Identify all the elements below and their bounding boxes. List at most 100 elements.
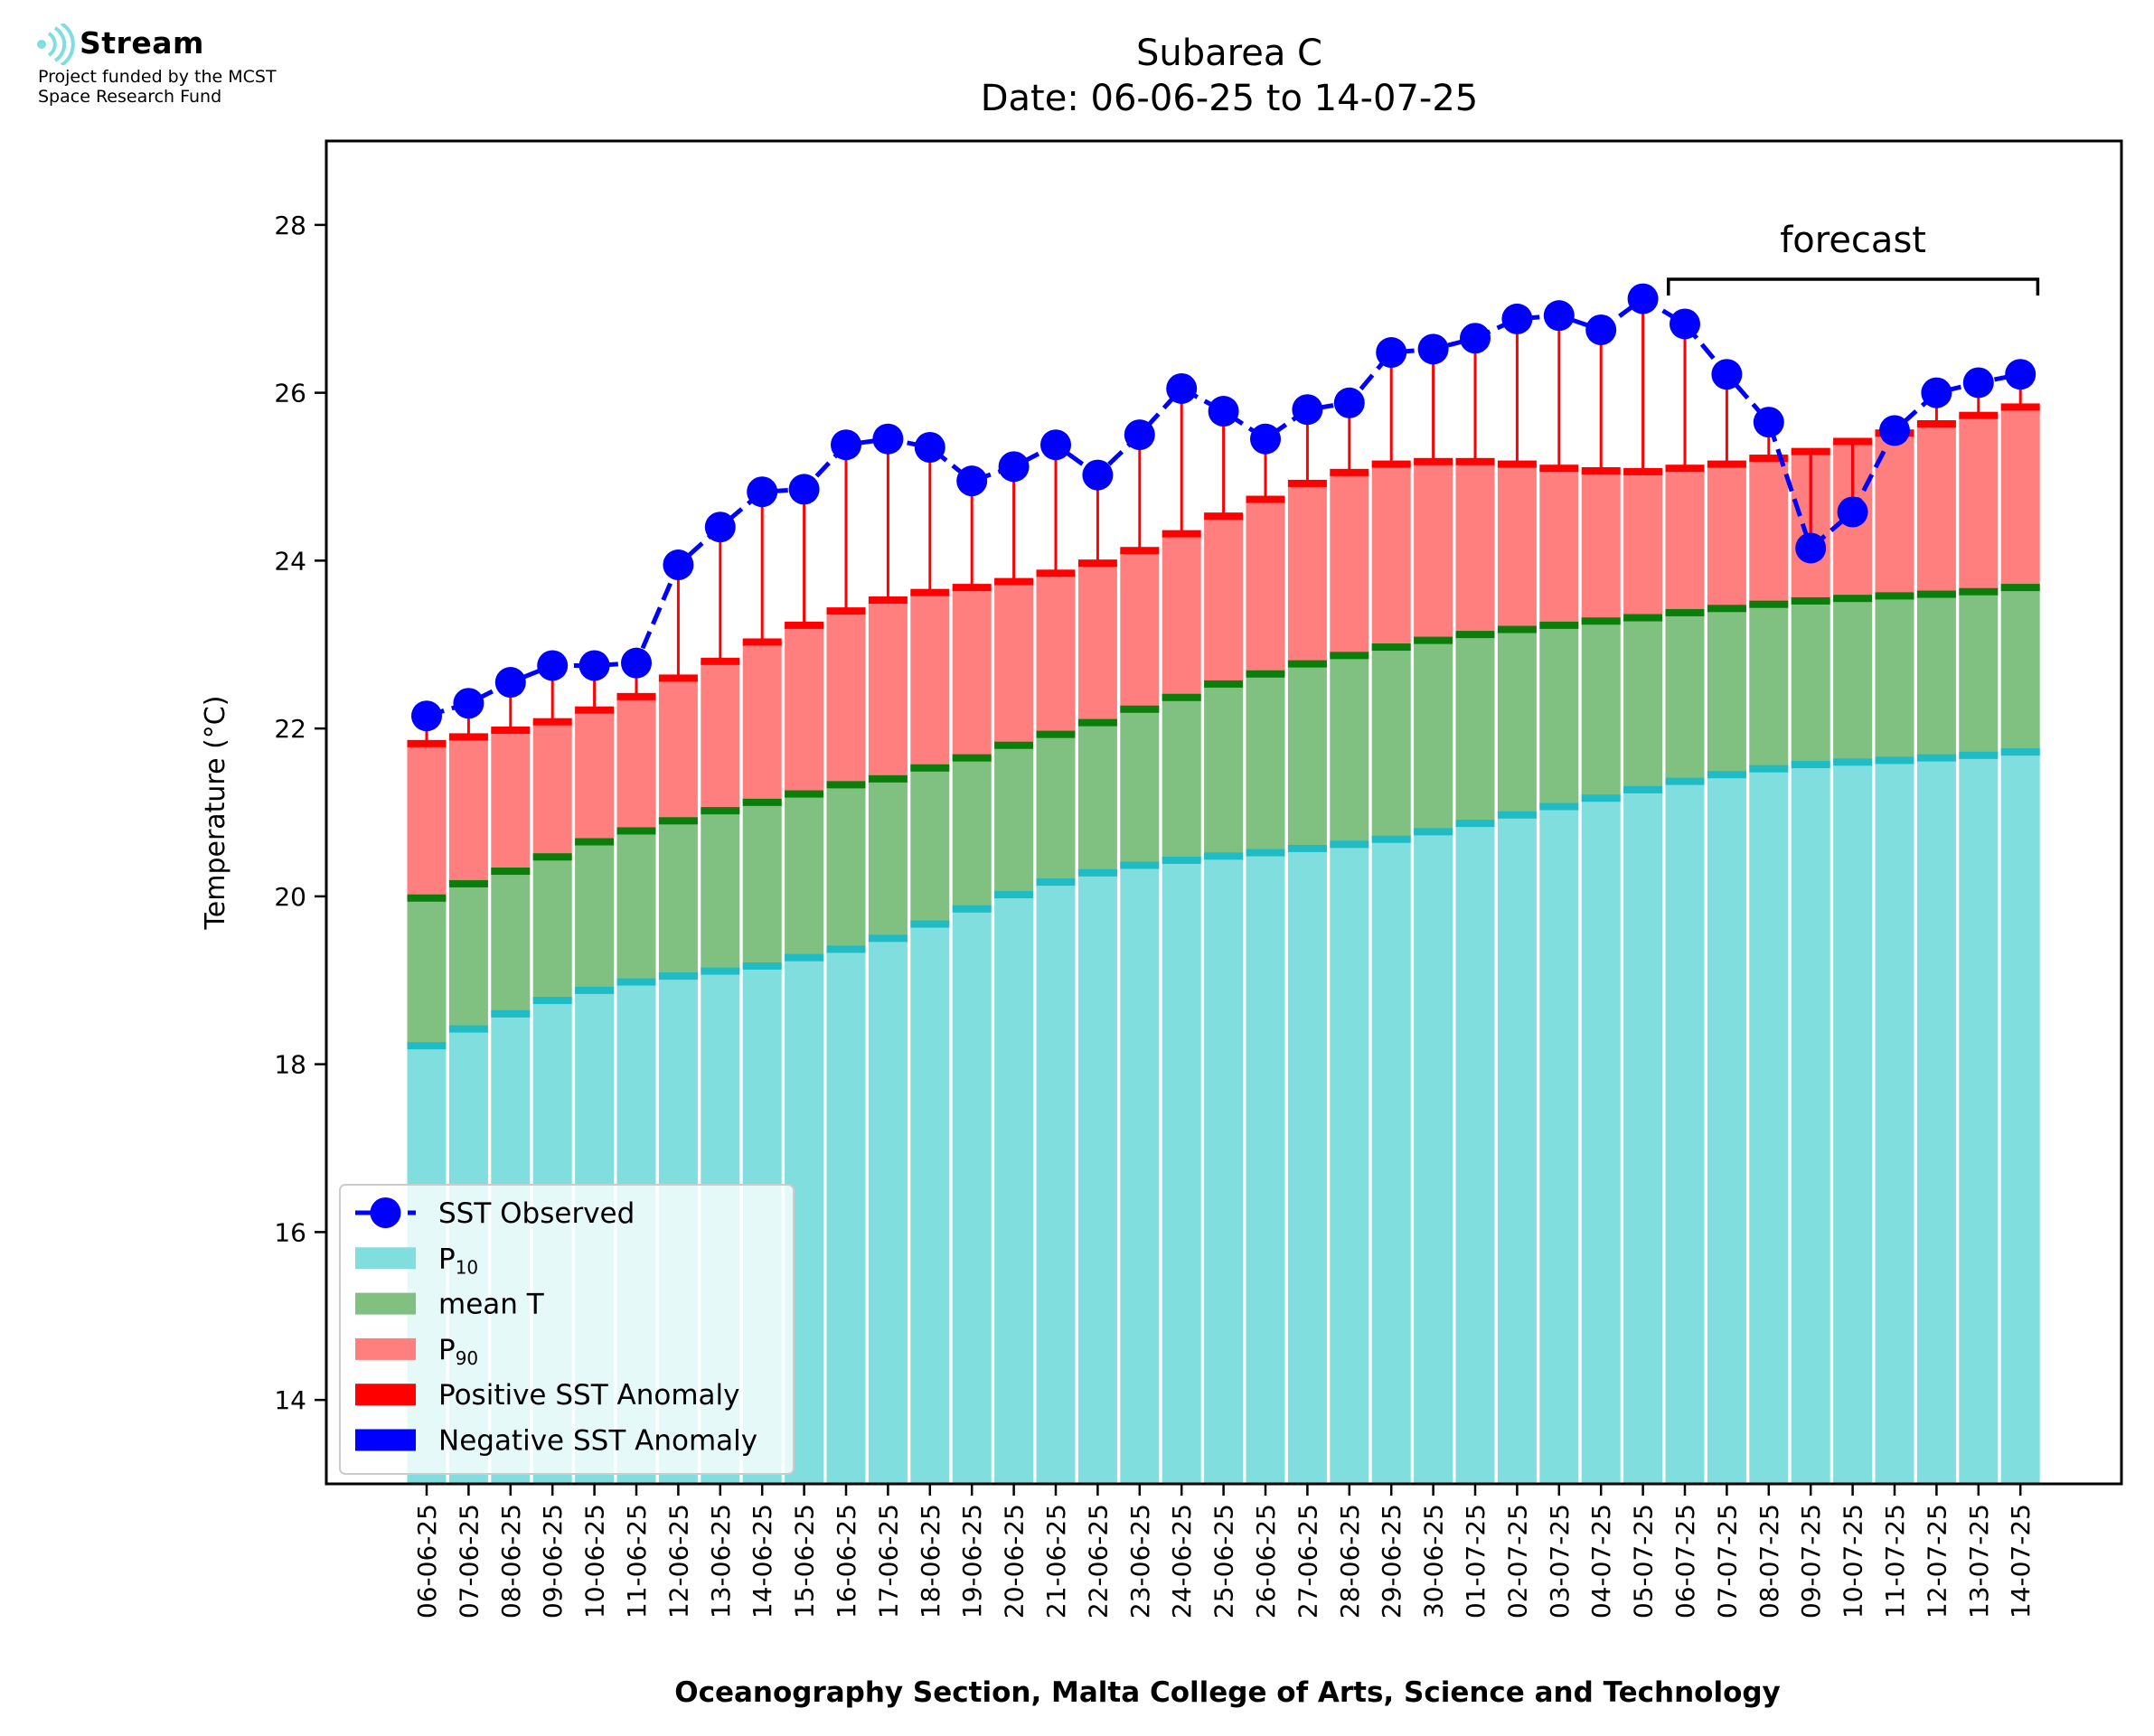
observed-point bbox=[1040, 429, 1071, 461]
bar-mean bbox=[575, 841, 615, 990]
bar-mean-cap bbox=[1036, 730, 1076, 738]
bar-p10 bbox=[1665, 781, 1705, 1484]
bar-p10-cap bbox=[1916, 754, 1956, 762]
bar-p10-cap bbox=[742, 962, 782, 970]
bar-p10 bbox=[1539, 806, 1579, 1484]
bar-p10 bbox=[910, 924, 950, 1484]
bar-mean bbox=[1581, 621, 1621, 799]
bar-p10 bbox=[1077, 872, 1117, 1484]
x-axis: 06-06-25 07-06-25 08-06-25 09-06-25 10-06-25… bbox=[412, 1484, 2036, 1619]
bar-p90 bbox=[1120, 550, 1160, 709]
observed-point bbox=[1753, 407, 1784, 438]
y-tick-label: 28 bbox=[274, 211, 306, 240]
bar-mean-cap bbox=[407, 894, 447, 902]
bar-mean bbox=[952, 757, 992, 909]
x-tick-label: 13-07-25 bbox=[1964, 1504, 1994, 1619]
observed-point bbox=[1082, 459, 1114, 491]
bar-p10-cap bbox=[1371, 835, 1411, 843]
observed-point bbox=[1292, 394, 1323, 426]
x-tick-label: 13-06-25 bbox=[706, 1504, 736, 1619]
bar-p10-cap bbox=[407, 1042, 447, 1050]
bar-p10-cap bbox=[658, 972, 698, 981]
bar-p90 bbox=[826, 611, 866, 785]
x-tick-label: 26-06-25 bbox=[1251, 1504, 1281, 1619]
bar-p90 bbox=[1036, 573, 1076, 735]
bar-p90 bbox=[2000, 407, 2040, 588]
bar-mean-cap bbox=[1414, 636, 1453, 644]
observed-point bbox=[2005, 359, 2036, 390]
bar-p90 bbox=[994, 581, 1034, 746]
legend-swatch bbox=[355, 1292, 416, 1315]
bar-p90 bbox=[1330, 472, 1369, 656]
bar-p10-cap bbox=[1414, 828, 1453, 836]
x-tick-label: 06-06-25 bbox=[412, 1504, 442, 1619]
y-tick-label: 16 bbox=[274, 1217, 306, 1247]
x-tick-label: 10-06-25 bbox=[580, 1504, 610, 1619]
bar-mean-cap bbox=[1162, 693, 1201, 701]
bar-mean bbox=[1707, 608, 1746, 775]
observed-point bbox=[494, 667, 526, 699]
bar-mean-cap bbox=[1539, 621, 1579, 629]
y-axis: 14 16 18 20 22 24 26 28 bbox=[274, 211, 326, 1415]
bar-p90 bbox=[1287, 483, 1327, 664]
bar-p10 bbox=[1455, 823, 1495, 1484]
bar-p90 bbox=[1246, 499, 1285, 674]
bar-mean-cap bbox=[1287, 660, 1327, 668]
bar-p10-cap bbox=[1623, 785, 1663, 793]
observed-point bbox=[872, 423, 904, 455]
x-tick-label: 27-06-25 bbox=[1293, 1504, 1322, 1619]
x-tick-label: 19-06-25 bbox=[957, 1504, 987, 1619]
bar-p10 bbox=[1791, 765, 1830, 1484]
legend-observed-marker bbox=[370, 1197, 401, 1228]
bar-mean bbox=[1959, 591, 1999, 755]
bar-p90 bbox=[1581, 470, 1621, 622]
bar-mean-cap bbox=[826, 781, 866, 789]
bar-p90 bbox=[532, 721, 572, 858]
observed-point bbox=[411, 700, 442, 732]
bar-p10-cap bbox=[1120, 861, 1160, 869]
bar-mean bbox=[701, 811, 740, 971]
observed-point bbox=[1879, 415, 1910, 446]
bar-mean bbox=[1204, 683, 1244, 857]
bar-p10-cap bbox=[952, 905, 992, 913]
chart-title: Subarea C bbox=[1136, 33, 1322, 74]
bar-p10-cap bbox=[1497, 811, 1537, 819]
bar-mean bbox=[1665, 612, 1705, 782]
bar-mean-cap bbox=[1077, 718, 1117, 727]
bar-p10-cap bbox=[491, 1009, 531, 1018]
bar-mean-cap bbox=[1330, 652, 1369, 660]
bar-p10-cap bbox=[1330, 840, 1369, 849]
bar-mean-cap bbox=[491, 868, 531, 876]
x-tick-label: 21-06-25 bbox=[1041, 1504, 1071, 1619]
bar-p10 bbox=[1707, 774, 1746, 1484]
bar-p10 bbox=[1623, 789, 1663, 1484]
bar-p10-cap bbox=[2000, 748, 2040, 756]
x-tick-label: 12-06-25 bbox=[663, 1504, 693, 1619]
legend-box bbox=[339, 1184, 795, 1475]
bar-mean bbox=[1623, 617, 1663, 790]
bar-mean-cap bbox=[868, 774, 908, 783]
observed-point bbox=[914, 431, 945, 463]
x-tick-label: 08-07-25 bbox=[1754, 1504, 1784, 1619]
observed-point bbox=[1711, 359, 1743, 390]
observed-point bbox=[998, 451, 1030, 483]
bar-mean-cap bbox=[1665, 608, 1705, 616]
bar-mean bbox=[994, 745, 1034, 896]
bar-p90 bbox=[868, 600, 908, 779]
x-tick-label: 09-06-25 bbox=[538, 1504, 568, 1619]
legend-swatch bbox=[355, 1384, 416, 1406]
legend-label: SST Observed bbox=[438, 1197, 635, 1230]
x-tick-label: 03-07-25 bbox=[1545, 1504, 1575, 1619]
bar-mean bbox=[1497, 629, 1537, 815]
bar-p90 bbox=[952, 587, 992, 758]
x-tick-label: 20-06-25 bbox=[1000, 1504, 1030, 1619]
bar-p10-cap bbox=[1539, 802, 1579, 811]
forecast-bracket: forecast bbox=[1667, 220, 2040, 296]
observed-point bbox=[1417, 333, 1449, 365]
observed-point bbox=[578, 650, 610, 681]
legend-label: Negative SST Anomaly bbox=[438, 1425, 757, 1458]
bar-p10 bbox=[868, 938, 908, 1484]
bar-p10-cap bbox=[994, 891, 1034, 899]
observed-point bbox=[537, 650, 569, 681]
bar-mean-cap bbox=[1120, 705, 1160, 713]
